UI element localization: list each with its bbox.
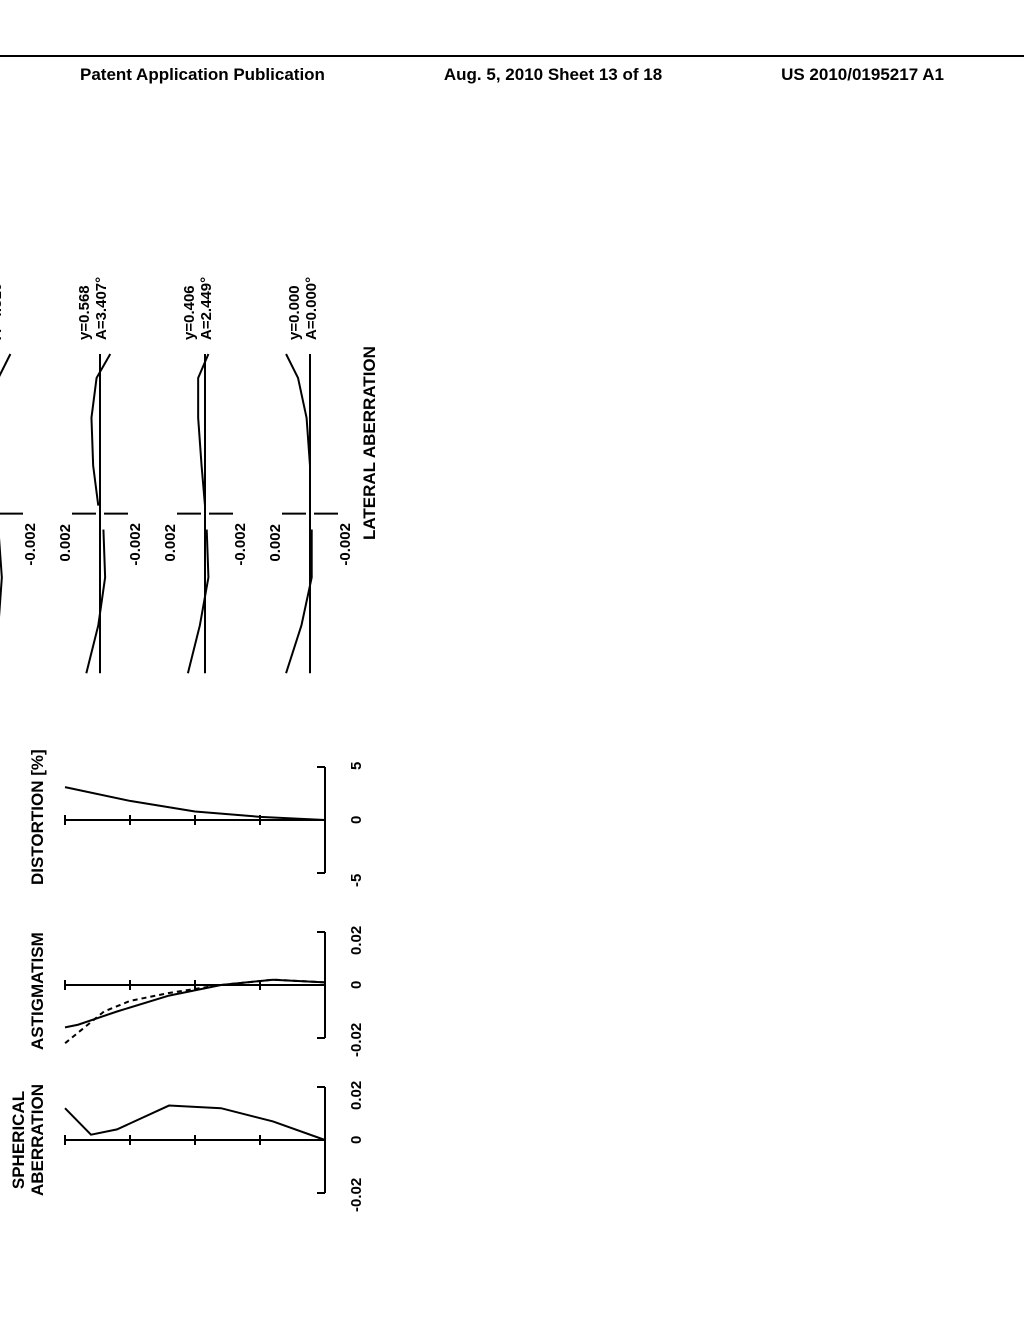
astigmatism-label: ASTIGMATISM — [28, 932, 48, 1050]
astig-tick-1: 0 — [348, 981, 365, 989]
lat-ybot-0: -0.002 — [22, 523, 39, 566]
spherical-label: SPHERICAL ABERRATION — [10, 1080, 47, 1200]
astig-tick-0: -0.02 — [348, 1023, 365, 1057]
spherical-tick-1: 0 — [348, 1136, 365, 1144]
lat-ytop-1: 0.002 — [57, 524, 74, 562]
astigmatism-chart — [55, 920, 345, 1050]
lat-ybot-2: -0.002 — [232, 523, 249, 566]
astig-tick-2: 0.02 — [348, 926, 365, 955]
lat-ybot-1: -0.002 — [127, 523, 144, 566]
lat-ya-0: y=0.812 A=4.810° — [0, 277, 5, 340]
header-center: Aug. 5, 2010 Sheet 13 of 18 — [444, 65, 662, 85]
lateral-row-0 — [0, 270, 40, 690]
dist-tick-0: -5 — [348, 874, 365, 887]
lat-ybot-3: -0.002 — [337, 523, 354, 566]
lat-ytop-2: 0.002 — [162, 524, 179, 562]
lat-ya-2: y=0.406 A=2.449° — [181, 277, 215, 340]
lateral-label: LATERAL ABERRATION — [360, 346, 380, 540]
spherical-tick-2: 0.02 — [348, 1081, 365, 1110]
spherical-tick-0: -0.02 — [348, 1178, 365, 1212]
spherical-chart — [55, 1075, 345, 1205]
dist-tick-1: 0 — [348, 816, 365, 824]
distortion-chart — [55, 755, 345, 885]
patent-header: Patent Application Publication Aug. 5, 2… — [0, 55, 1024, 85]
lat-ya-3: y=0.000 A=0.000° — [286, 277, 320, 340]
distortion-label: DISTORTION [%] — [28, 749, 48, 885]
header-right: US 2010/0195217 A1 — [781, 65, 944, 85]
lat-ya-1: y=0.568 A=3.407° — [76, 277, 110, 340]
dist-tick-2: 5 — [348, 762, 365, 770]
lat-ytop-3: 0.002 — [267, 524, 284, 562]
figure-container: FIG. 13 SPHERICAL ABERRATION -0.02 0 0.0… — [10, 270, 1010, 1090]
header-left: Patent Application Publication — [80, 65, 325, 85]
